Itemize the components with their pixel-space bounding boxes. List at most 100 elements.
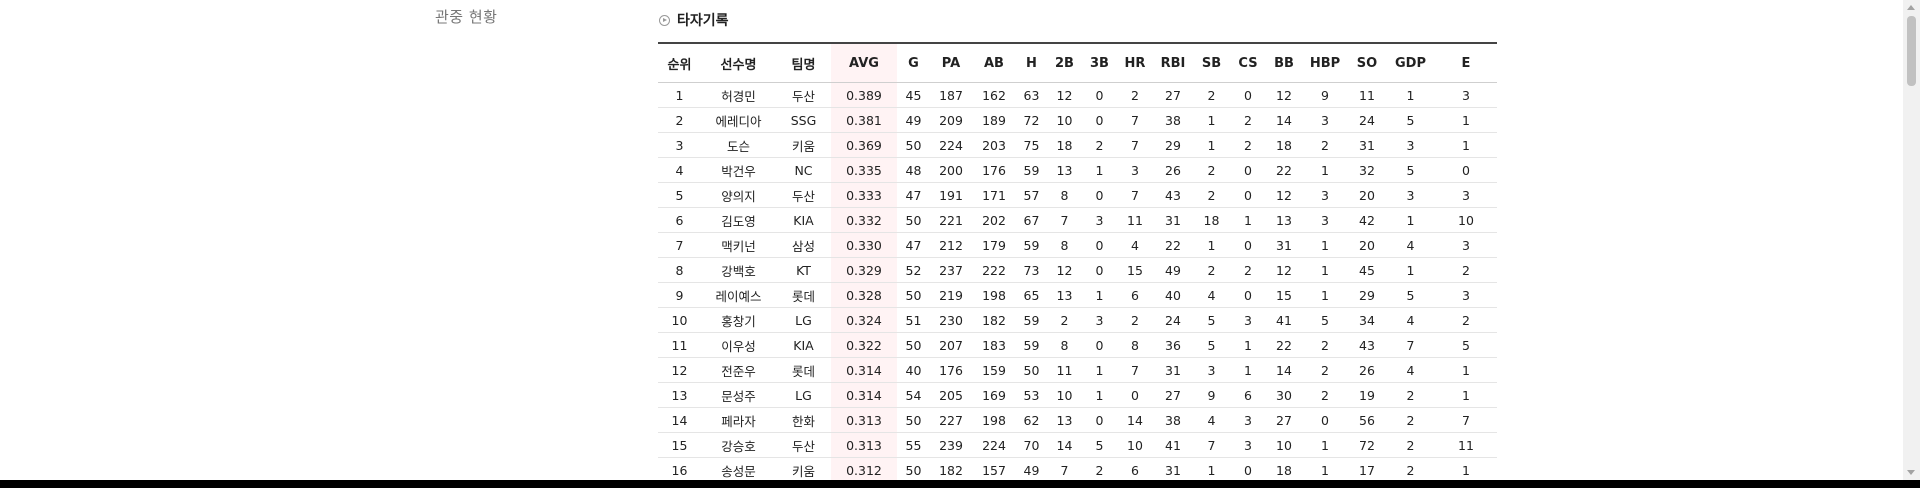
column-header-so[interactable]: SO <box>1348 43 1386 83</box>
column-header-hr[interactable]: HR <box>1117 43 1153 83</box>
table-cell: 40 <box>897 357 930 383</box>
column-header-bb[interactable]: BB <box>1266 43 1302 83</box>
column-header-avg[interactable]: AVG <box>831 43 897 83</box>
table-cell: 0.330 <box>831 232 897 258</box>
player-name-cell[interactable]: 도슨 <box>701 132 776 158</box>
table-cell: 19 <box>1348 382 1386 408</box>
column-header-cs[interactable]: CS <box>1230 43 1266 83</box>
table-cell: 3 <box>1435 182 1497 208</box>
column-header-0[interactable]: 순위 <box>658 43 701 83</box>
table-cell: 0 <box>1082 332 1117 358</box>
table-cell: 51 <box>897 307 930 333</box>
scroll-up-icon[interactable] <box>1907 5 1915 10</box>
column-header-sb[interactable]: SB <box>1193 43 1230 83</box>
table-cell: 2 <box>1386 382 1435 408</box>
player-name-cell[interactable]: 홍창기 <box>701 307 776 333</box>
table-cell: 0.329 <box>831 257 897 283</box>
column-header-e[interactable]: E <box>1435 43 1497 83</box>
table-row: 16 송성문 키움 0.312 50 182 157 49 7 2 6 31 1 0 18 1 17 2 1 <box>658 457 1497 483</box>
table-cell: 4 <box>1117 232 1153 258</box>
column-header-gdp[interactable]: GDP <box>1386 43 1435 83</box>
table-cell: 1 <box>1386 257 1435 283</box>
player-name-cell[interactable]: 양의지 <box>701 182 776 208</box>
table-cell: 0.333 <box>831 182 897 208</box>
table-cell: 2 <box>1302 332 1348 358</box>
player-name-cell[interactable]: 문성주 <box>701 382 776 408</box>
table-cell: 50 <box>897 457 930 483</box>
table-cell: 18 <box>1193 207 1230 233</box>
column-header-g[interactable]: G <box>897 43 930 83</box>
table-cell: 32 <box>1348 157 1386 183</box>
table-cell: 0 <box>1230 182 1266 208</box>
table-cell: 48 <box>897 157 930 183</box>
table-cell: 1 <box>1082 357 1117 383</box>
column-header-pa[interactable]: PA <box>930 43 972 83</box>
table-cell: 159 <box>972 357 1016 383</box>
circle-arrow-icon <box>659 14 670 26</box>
column-header-h[interactable]: H <box>1016 43 1047 83</box>
player-name-cell[interactable]: 허경민 <box>701 82 776 108</box>
table-cell: 1 <box>1193 232 1230 258</box>
table-cell: 11 <box>1348 82 1386 108</box>
table-cell: 50 <box>897 207 930 233</box>
table-cell: 59 <box>1016 232 1047 258</box>
table-cell: 0 <box>1230 282 1266 308</box>
column-header-rbi[interactable]: RBI <box>1153 43 1193 83</box>
table-cell: 198 <box>972 282 1016 308</box>
column-header-ab[interactable]: AB <box>972 43 1016 83</box>
table-cell: 18 <box>1266 132 1302 158</box>
player-name-cell[interactable]: 송성문 <box>701 457 776 483</box>
table-cell: 13 <box>1047 407 1082 433</box>
vertical-scrollbar[interactable] <box>1903 0 1920 480</box>
table-cell: 0 <box>1082 232 1117 258</box>
table-cell: 2 <box>1193 182 1230 208</box>
table-cell: KIA <box>776 332 831 358</box>
player-name-cell[interactable]: 에레디아 <box>701 107 776 133</box>
player-name-cell[interactable]: 이우성 <box>701 332 776 358</box>
player-name-cell[interactable]: 레이예스 <box>701 282 776 308</box>
table-cell: 1 <box>1193 107 1230 133</box>
table-cell: 22 <box>1153 232 1193 258</box>
table-cell: 0 <box>1230 457 1266 483</box>
table-cell: 1 <box>1230 357 1266 383</box>
column-header-1[interactable]: 선수명 <box>701 43 776 83</box>
table-cell: 3 <box>1435 282 1497 308</box>
table-cell: 5 <box>1386 282 1435 308</box>
table-cell: 36 <box>1153 332 1193 358</box>
table-cell: 0 <box>1082 257 1117 283</box>
table-cell: 10 <box>1047 382 1082 408</box>
player-name-cell[interactable]: 강백호 <box>701 257 776 283</box>
table-cell: 14 <box>1047 432 1082 458</box>
table-cell: 12 <box>1047 257 1082 283</box>
table-cell: 1 <box>1082 282 1117 308</box>
column-header-2[interactable]: 팀명 <box>776 43 831 83</box>
table-cell: 3 <box>1082 307 1117 333</box>
player-name-cell[interactable]: 페라자 <box>701 407 776 433</box>
table-cell: 두산 <box>776 182 831 208</box>
scroll-down-icon[interactable] <box>1907 470 1915 475</box>
table-cell: 7 <box>658 232 701 258</box>
player-name-cell[interactable]: 맥키넌 <box>701 232 776 258</box>
column-header-2b[interactable]: 2B <box>1047 43 1082 83</box>
table-cell: 2 <box>1047 307 1082 333</box>
table-row: 10 홍창기 LG 0.324 51 230 182 59 2 3 2 24 5 3 41 5 34 4 2 <box>658 307 1497 333</box>
column-header-3b[interactable]: 3B <box>1082 43 1117 83</box>
player-name-cell[interactable]: 박건우 <box>701 157 776 183</box>
table-cell: 1 <box>1302 282 1348 308</box>
table-cell: 198 <box>972 407 1016 433</box>
player-name-cell[interactable]: 김도영 <box>701 207 776 233</box>
sidebar-label-attendance[interactable]: 관중 현황 <box>435 8 498 26</box>
table-cell: 6 <box>1117 457 1153 483</box>
scroll-thumb[interactable] <box>1907 16 1916 86</box>
table-cell: 59 <box>1016 157 1047 183</box>
table-row: 13 문성주 LG 0.314 54 205 169 53 10 1 0 27 9 6 30 2 19 2 1 <box>658 382 1497 408</box>
table-cell: 43 <box>1348 332 1386 358</box>
table-cell: 2 <box>1302 382 1348 408</box>
table-cell: 18 <box>1047 132 1082 158</box>
player-name-cell[interactable]: 강승호 <box>701 432 776 458</box>
table-cell: 4 <box>1193 282 1230 308</box>
column-header-hbp[interactable]: HBP <box>1302 43 1348 83</box>
table-cell: 6 <box>658 207 701 233</box>
table-cell: 0.369 <box>831 132 897 158</box>
player-name-cell[interactable]: 전준우 <box>701 357 776 383</box>
